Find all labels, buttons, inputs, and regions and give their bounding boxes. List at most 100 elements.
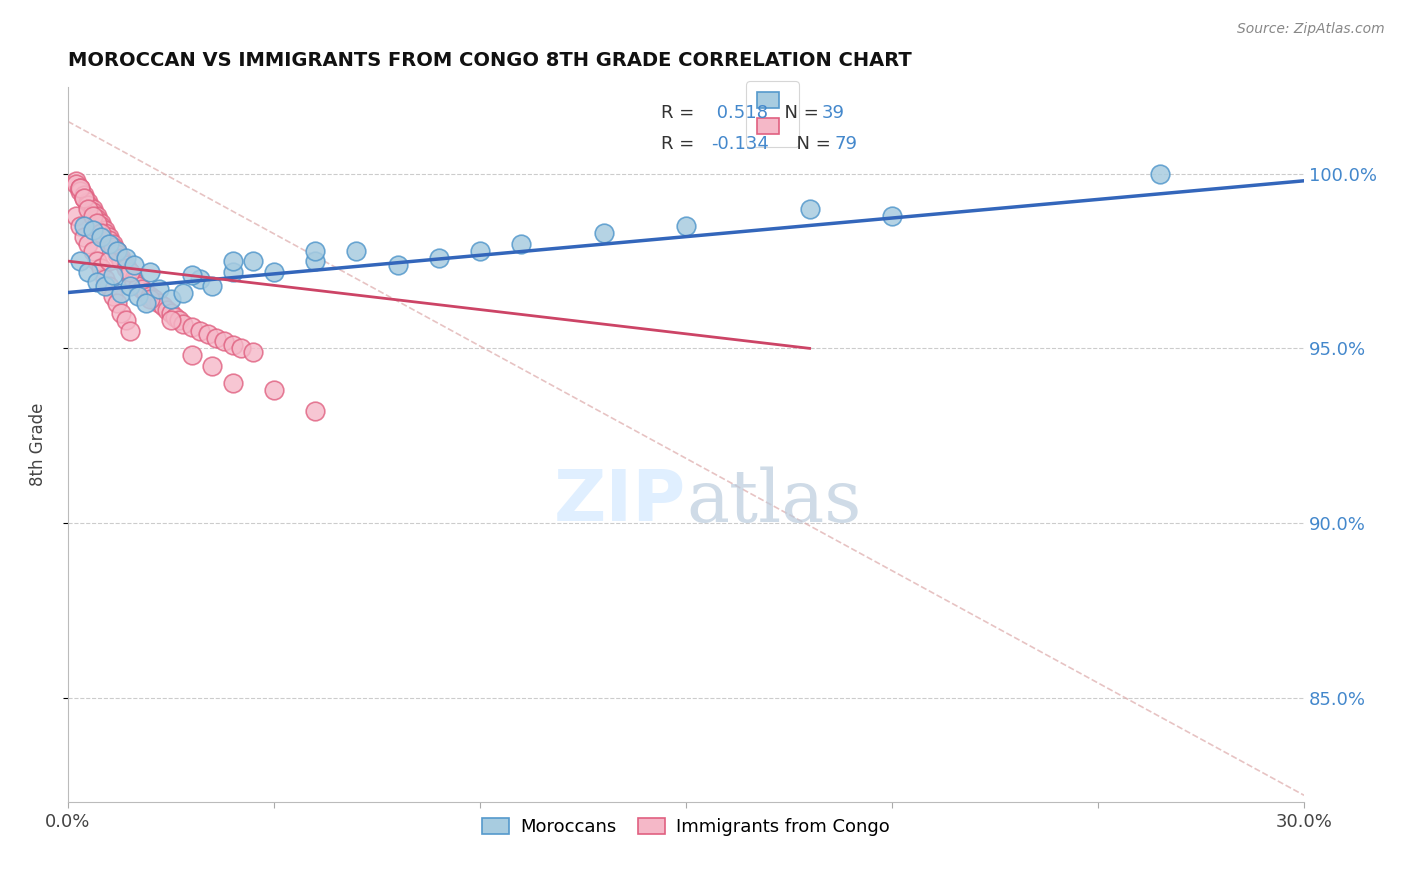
Point [73, 191, 96, 205]
Point [73, 187, 96, 202]
Point [114, 251, 136, 265]
Point [82, 209, 104, 223]
Point [118, 268, 141, 282]
Point [90, 216, 112, 230]
Point [304, 244, 326, 258]
Point [65, 209, 87, 223]
Point [65, 178, 87, 192]
Point [98, 233, 121, 247]
Point [205, 331, 228, 345]
Point [114, 261, 136, 276]
Point [222, 376, 245, 391]
Text: 0.518: 0.518 [710, 104, 768, 122]
Point [1149, 167, 1171, 181]
Point [94, 271, 117, 285]
Point [90, 261, 112, 276]
Point [197, 327, 219, 342]
Text: R =: R = [661, 135, 700, 153]
Point [77, 264, 100, 278]
Point [98, 254, 121, 268]
Point [122, 258, 145, 272]
Point [201, 278, 224, 293]
Point [77, 198, 100, 212]
Point [304, 404, 326, 418]
Point [160, 306, 183, 320]
Point [188, 271, 211, 285]
Point [127, 278, 149, 293]
Point [427, 251, 450, 265]
Point [304, 254, 326, 268]
Legend: Moroccans, Immigrants from Congo: Moroccans, Immigrants from Congo [475, 811, 897, 843]
Point [263, 264, 285, 278]
Point [387, 258, 409, 272]
Point [110, 254, 132, 268]
Point [180, 320, 202, 334]
Text: ZIP: ZIP [554, 467, 686, 536]
Text: 39: 39 [823, 104, 845, 122]
Point [110, 251, 132, 265]
Point [94, 226, 117, 240]
Point [188, 324, 211, 338]
Text: Source: ZipAtlas.com: Source: ZipAtlas.com [1237, 22, 1385, 37]
Point [90, 219, 112, 234]
Point [156, 302, 179, 317]
Point [77, 194, 100, 209]
Point [139, 264, 162, 278]
Point [69, 181, 91, 195]
Point [82, 222, 104, 236]
Point [114, 258, 136, 272]
Point [69, 184, 91, 198]
Y-axis label: 8th Grade: 8th Grade [30, 402, 46, 486]
Point [180, 348, 202, 362]
Point [105, 296, 128, 310]
Point [69, 181, 91, 195]
Point [73, 191, 96, 205]
Point [82, 202, 104, 216]
Text: MOROCCAN VS IMMIGRANTS FROM CONGO 8TH GRADE CORRELATION CHART: MOROCCAN VS IMMIGRANTS FROM CONGO 8TH GR… [67, 51, 911, 70]
Text: atlas: atlas [686, 467, 862, 537]
Point [86, 254, 108, 268]
Point [222, 264, 245, 278]
Point [131, 282, 153, 296]
Point [201, 359, 224, 373]
Point [73, 219, 96, 234]
Point [675, 219, 697, 234]
Point [222, 254, 245, 268]
Point [98, 229, 121, 244]
Point [98, 278, 121, 293]
Point [229, 342, 252, 356]
Text: N =: N = [785, 135, 837, 153]
Point [468, 244, 491, 258]
Point [160, 313, 183, 327]
Point [139, 289, 162, 303]
Point [135, 285, 157, 300]
Point [592, 226, 614, 240]
Point [86, 212, 108, 227]
Point [105, 244, 128, 258]
Point [127, 289, 149, 303]
Text: R =: R = [661, 104, 700, 122]
Point [94, 278, 117, 293]
Point [77, 236, 100, 251]
Point [263, 384, 285, 398]
Point [152, 300, 174, 314]
Point [110, 285, 132, 300]
Point [160, 293, 183, 307]
Point [880, 209, 903, 223]
Text: -0.134: -0.134 [710, 135, 769, 153]
Text: N =: N = [772, 104, 824, 122]
Point [143, 293, 166, 307]
Point [69, 219, 91, 234]
Point [118, 264, 141, 278]
Point [510, 236, 533, 251]
Point [86, 275, 108, 289]
Point [69, 254, 91, 268]
Point [799, 202, 821, 216]
Point [103, 268, 125, 282]
Point [222, 338, 245, 352]
Point [86, 216, 108, 230]
Point [163, 310, 186, 324]
Point [118, 324, 141, 338]
Point [344, 244, 367, 258]
Point [242, 344, 264, 359]
